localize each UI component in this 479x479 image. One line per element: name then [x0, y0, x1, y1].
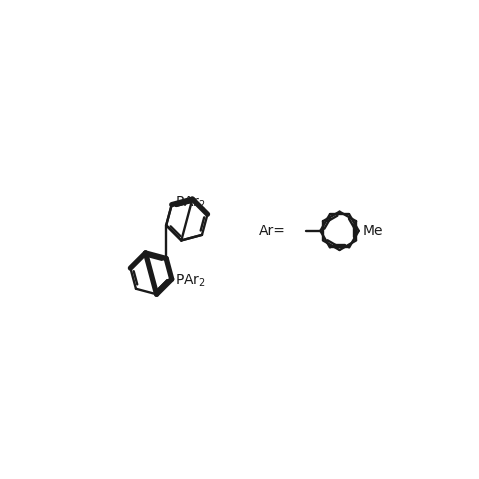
- Text: PAr$_2$: PAr$_2$: [175, 273, 206, 289]
- Text: Ar=: Ar=: [258, 224, 285, 238]
- Text: PAr$_2$: PAr$_2$: [175, 194, 206, 211]
- Text: Me: Me: [363, 224, 383, 238]
